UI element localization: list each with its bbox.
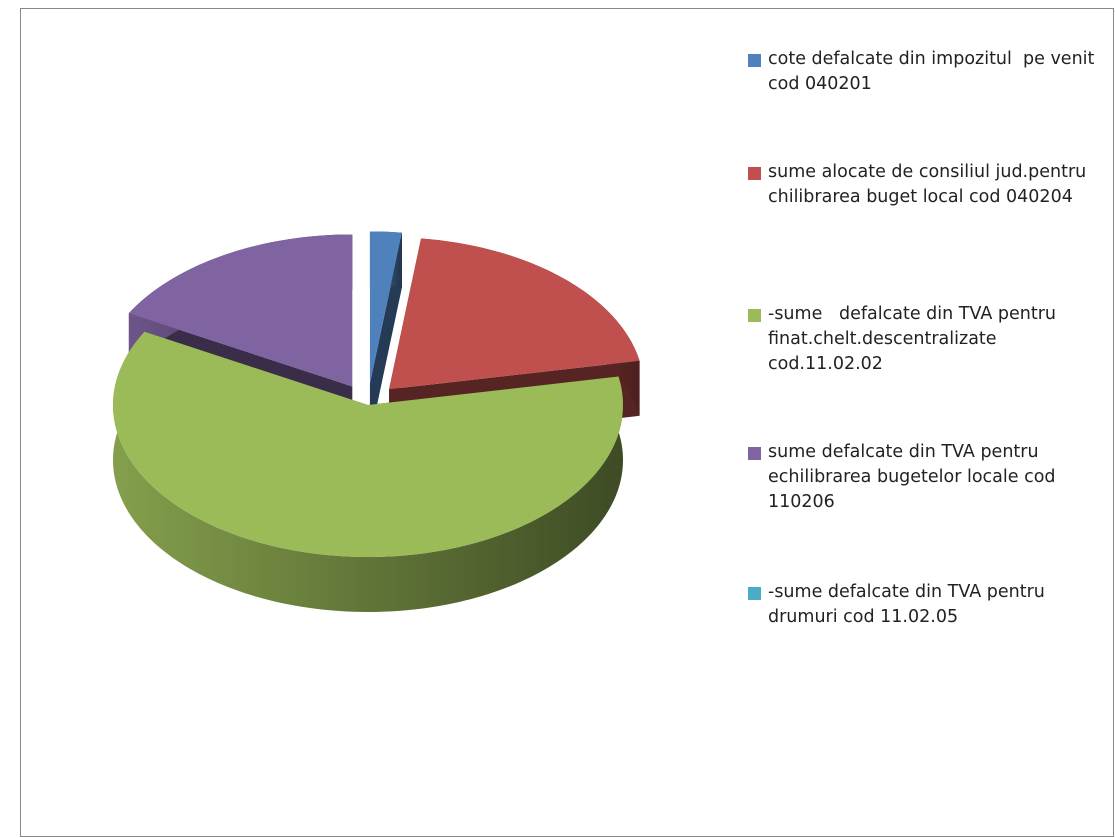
legend-label: -sume defalcate din TVA pentru drumuri c… — [768, 582, 1051, 627]
legend-item: -sume defalcate din TVA pentru finat.che… — [748, 302, 1110, 377]
slice-side — [113, 331, 623, 612]
chart-frame — [20, 8, 1114, 837]
slice — [128, 234, 353, 387]
legend-swatch — [748, 167, 761, 180]
legend-item: sume defalcate din TVA pentru echilibrar… — [748, 440, 1110, 515]
legend-label: sume defalcate din TVA pentru echilibrar… — [768, 442, 1062, 512]
legend-label: cote defalcate din impozitul pe venit co… — [768, 49, 1100, 94]
legend-label: sume alocate de consiliul jud.pentru chi… — [768, 162, 1092, 207]
pie-tops — [113, 231, 640, 557]
legend-item: cote defalcate din impozitul pe venit co… — [748, 47, 1110, 97]
legend-swatch — [748, 447, 761, 460]
legend-swatch — [748, 587, 761, 600]
legend-swatch — [748, 309, 761, 322]
slice — [369, 231, 402, 384]
slice — [113, 331, 623, 557]
legend-item: sume alocate de consiliul jud.pentru chi… — [748, 160, 1110, 210]
legend-swatch — [748, 54, 761, 67]
legend-label: -sume defalcate din TVA pentru finat.che… — [768, 304, 1062, 374]
legend-item: -sume defalcate din TVA pentru drumuri c… — [748, 580, 1110, 630]
slice — [389, 238, 640, 390]
